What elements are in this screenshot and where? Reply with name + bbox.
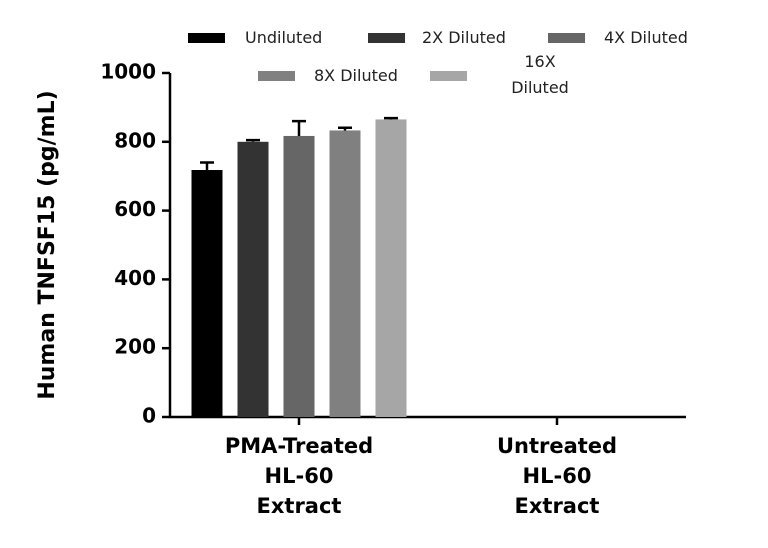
error-bar bbox=[200, 161, 214, 171]
y-tick-label: 200 bbox=[114, 335, 156, 359]
bar bbox=[237, 141, 269, 418]
legend-label: 16X Diluted bbox=[511, 52, 569, 97]
legend-label: 4X Diluted bbox=[604, 28, 688, 47]
y-tick-label: 600 bbox=[114, 197, 156, 221]
bar bbox=[191, 170, 223, 417]
legend-swatch bbox=[430, 71, 467, 81]
legend-label: 2X Diluted bbox=[422, 28, 506, 47]
y-tick-label: 800 bbox=[114, 128, 156, 152]
error-bar bbox=[292, 119, 306, 136]
legend-swatch bbox=[368, 33, 405, 43]
bar bbox=[375, 119, 407, 417]
y-tick-label: 0 bbox=[142, 404, 156, 428]
error-bar bbox=[384, 116, 398, 120]
bar bbox=[283, 135, 315, 417]
legend-swatch bbox=[258, 71, 295, 81]
legend-label: 8X Diluted bbox=[314, 66, 398, 85]
x-tick-label: PMA-Treated HL-60 Extract bbox=[224, 434, 374, 518]
x-tick-label: Untreated HL-60 Extract bbox=[496, 434, 618, 518]
error-bar bbox=[246, 138, 260, 142]
legend-swatch bbox=[548, 33, 585, 43]
legend-label: Undiluted bbox=[245, 28, 323, 47]
bar bbox=[329, 130, 361, 417]
legend-swatch bbox=[188, 33, 225, 43]
error-bar bbox=[338, 126, 352, 131]
y-tick-label: 400 bbox=[114, 266, 156, 290]
y-axis-label: Human TNFSF15 (pg/mL) bbox=[35, 90, 60, 399]
y-tick-label: 1000 bbox=[100, 60, 156, 84]
